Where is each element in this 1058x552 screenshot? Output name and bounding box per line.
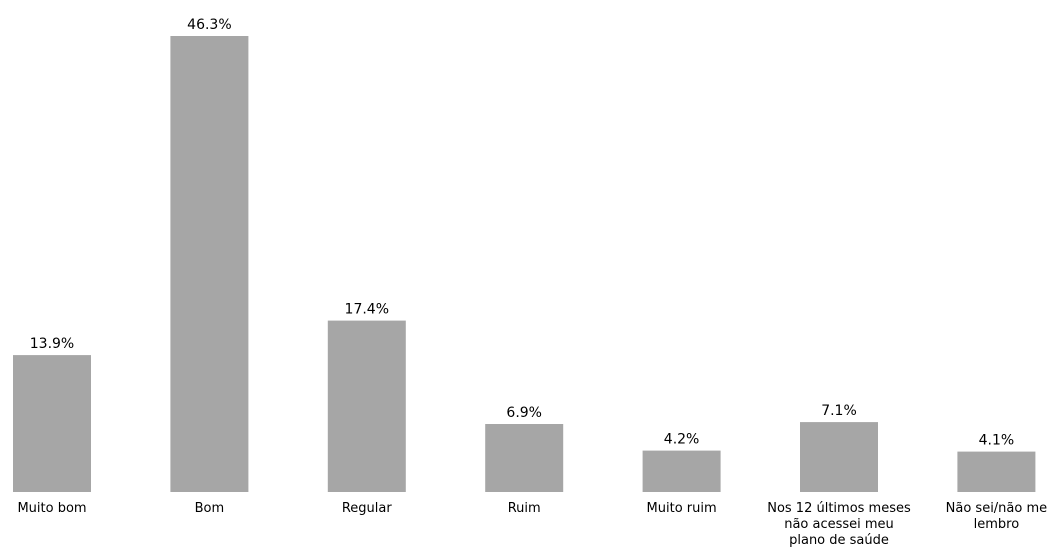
bar-7 [957,451,1036,492]
category-label-4: Ruim [508,501,541,516]
category-labels-group: Muito bom Bom Regular Ruim Muito ruim Nos 12 … [17,501,1047,548]
value-label-4: 6.9% [506,405,542,421]
bar-4 [485,424,564,492]
value-label-6: 7.1% [821,403,857,419]
bar-2 [170,36,249,492]
value-label-1: 13.9% [30,336,74,352]
category-label-7: Não sei/não me lembro [946,501,1048,532]
category-label-6: Nos 12 últimos meses não acessei meu plano… [767,501,911,548]
category-label-3: Regular [342,501,393,516]
category-label-5: Muito ruim [647,501,717,516]
value-label-2: 46.3% [187,17,231,33]
category-label-2: Bom [195,501,225,516]
value-labels-group: 13.9% 46.3% 17.4% 6.9% 4.2% 7.1% 4.1% [30,17,1014,449]
bar-1 [13,355,91,492]
bar-6 [800,422,878,492]
bar-5 [642,450,721,492]
value-label-3: 17.4% [345,302,389,318]
bars-group [13,36,1036,492]
value-label-5: 4.2% [664,432,700,448]
value-label-7: 4.1% [979,433,1015,449]
category-label-1: Muito bom [17,501,86,516]
bar-3 [327,320,406,492]
